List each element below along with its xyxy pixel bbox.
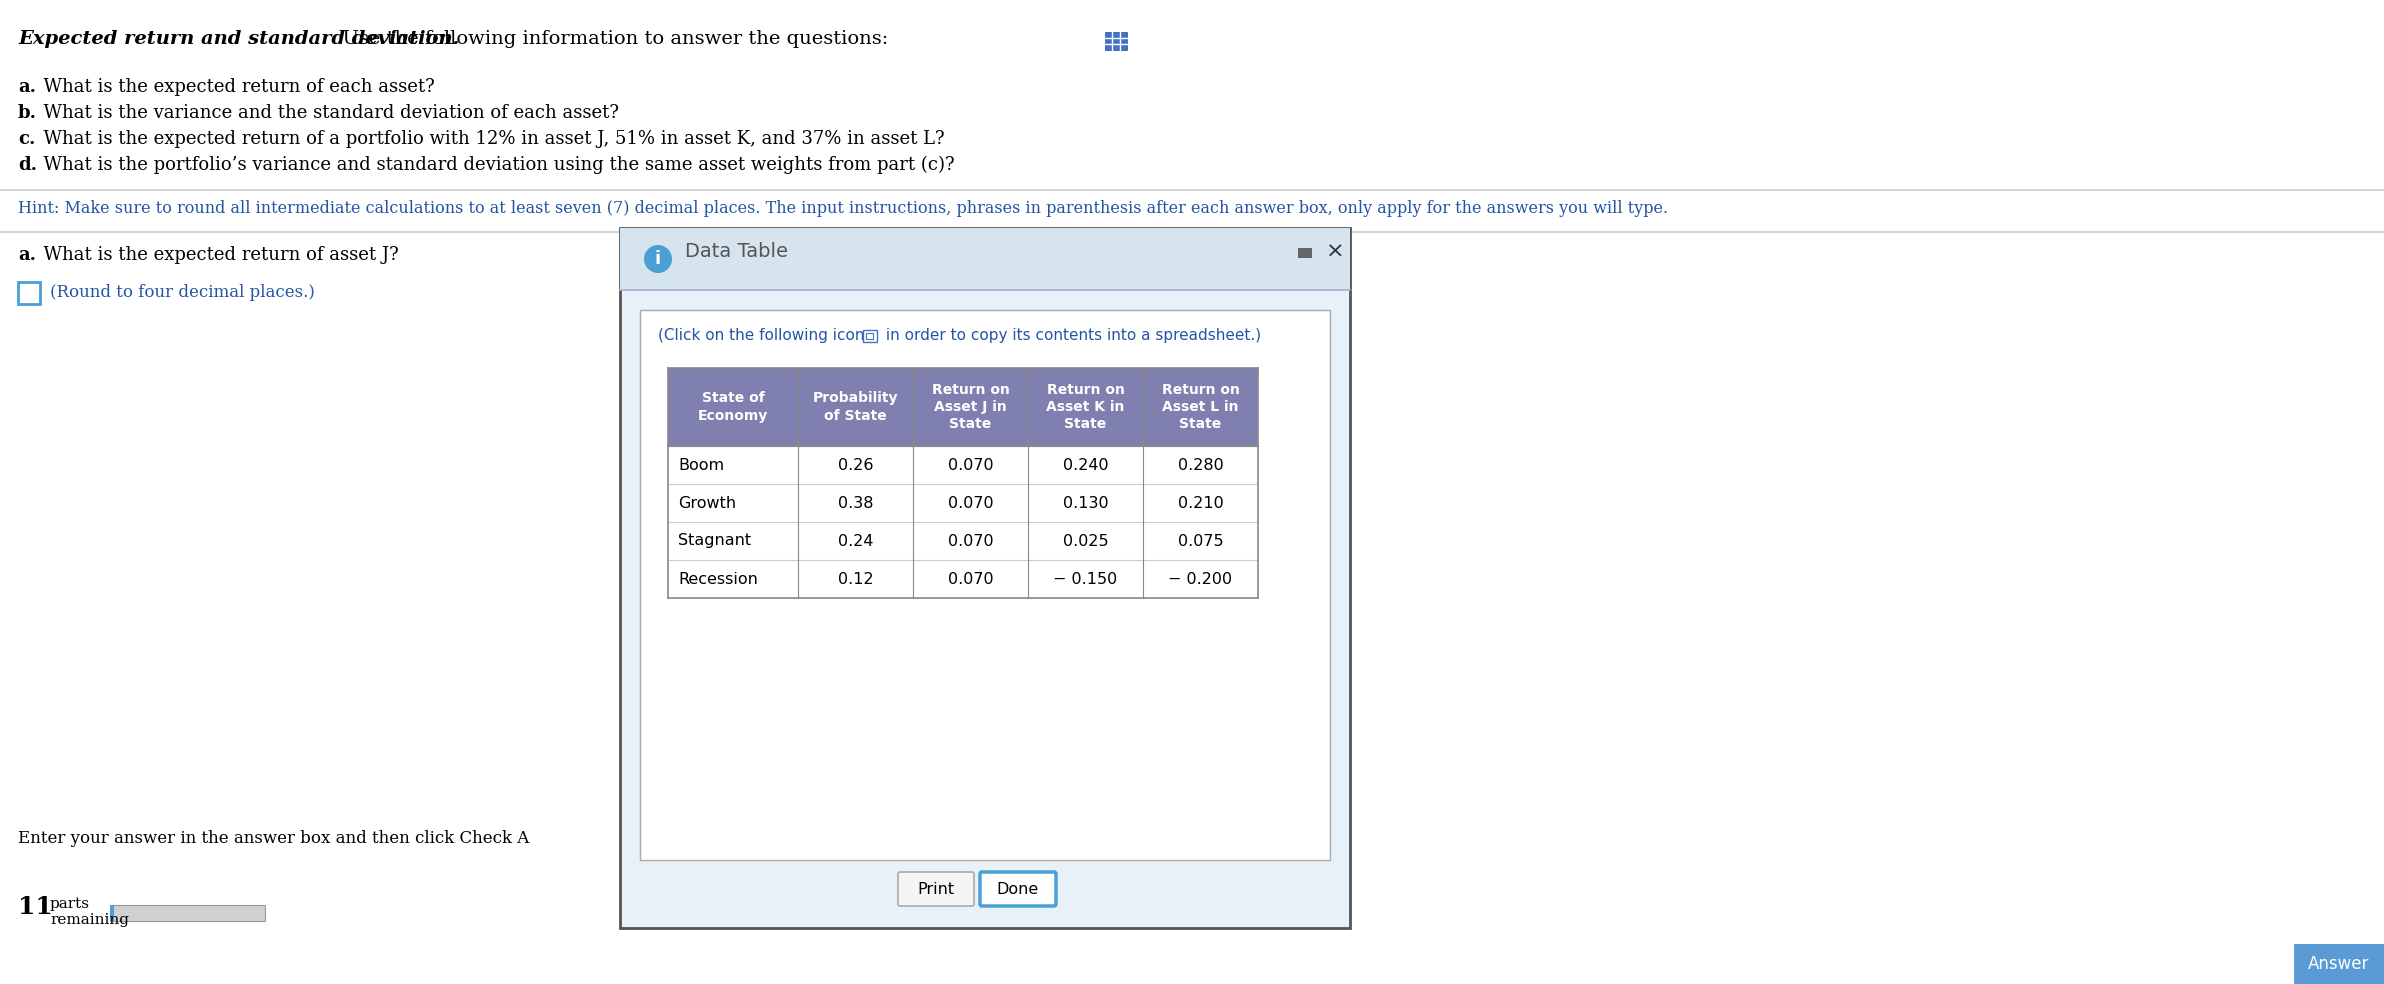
Text: 0.130: 0.130 bbox=[1063, 496, 1109, 511]
Text: Print: Print bbox=[918, 882, 954, 896]
Bar bbox=[639, 310, 1330, 860]
Text: What is the expected return of asset J?: What is the expected return of asset J? bbox=[31, 246, 398, 264]
Text: 0.070: 0.070 bbox=[949, 458, 994, 472]
Text: Growth: Growth bbox=[677, 496, 737, 511]
Text: What is the expected return of a portfolio with 12% in asset J, 51% in asset K, : What is the expected return of a portfol… bbox=[31, 130, 944, 148]
Bar bbox=[865, 333, 873, 339]
Text: 0.38: 0.38 bbox=[837, 496, 873, 511]
Text: 0.070: 0.070 bbox=[949, 533, 994, 548]
Bar bbox=[668, 368, 1259, 446]
Text: 0.210: 0.210 bbox=[1178, 496, 1223, 511]
Text: Answer: Answer bbox=[2308, 955, 2370, 973]
Text: (Click on the following icon: (Click on the following icon bbox=[658, 328, 865, 343]
Text: 0.12: 0.12 bbox=[837, 572, 873, 586]
Text: Return on
Asset L in
State: Return on Asset L in State bbox=[1161, 383, 1240, 431]
Bar bbox=[668, 484, 1259, 522]
Bar bbox=[668, 446, 1259, 484]
Bar bbox=[19, 282, 41, 304]
Text: State of
Economy: State of Economy bbox=[699, 392, 768, 423]
Text: − 0.200: − 0.200 bbox=[1168, 572, 1233, 586]
Text: 0.240: 0.240 bbox=[1063, 458, 1109, 472]
Text: What is the variance and the standard deviation of each asset?: What is the variance and the standard de… bbox=[31, 104, 620, 122]
Text: in order to copy its contents into a spreadsheet.): in order to copy its contents into a spr… bbox=[882, 328, 1261, 343]
Text: Done: Done bbox=[997, 882, 1039, 896]
Text: 0.26: 0.26 bbox=[837, 458, 873, 472]
Text: (Round to four decimal places.): (Round to four decimal places.) bbox=[50, 284, 315, 301]
Bar bbox=[1297, 248, 1311, 258]
Text: a.: a. bbox=[19, 78, 36, 96]
Text: Use the following information to answer the questions:: Use the following information to answer … bbox=[329, 30, 889, 48]
Text: 0.24: 0.24 bbox=[837, 533, 873, 548]
Text: What is the expected return of each asset?: What is the expected return of each asse… bbox=[31, 78, 434, 96]
Text: 0.070: 0.070 bbox=[949, 572, 994, 586]
Text: ×: × bbox=[1326, 242, 1345, 262]
Text: Boom: Boom bbox=[677, 458, 725, 472]
Text: What is the portfolio’s variance and standard deviation using the same asset wei: What is the portfolio’s variance and sta… bbox=[31, 156, 954, 174]
Text: Recession: Recession bbox=[677, 572, 758, 586]
Text: 0.280: 0.280 bbox=[1178, 458, 1223, 472]
Bar bbox=[668, 560, 1259, 598]
Bar bbox=[2293, 944, 2384, 984]
Text: Probability
of State: Probability of State bbox=[813, 392, 899, 423]
Bar bbox=[110, 905, 114, 921]
Text: c.: c. bbox=[19, 130, 36, 148]
Bar bbox=[863, 330, 877, 342]
Text: Expected return and standard deviation.: Expected return and standard deviation. bbox=[19, 30, 460, 48]
Text: − 0.150: − 0.150 bbox=[1054, 572, 1118, 586]
Text: Hint: Make sure to round all intermediate calculations to at least seven (7) dec: Hint: Make sure to round all intermediat… bbox=[19, 200, 1669, 217]
Text: 11: 11 bbox=[19, 895, 52, 919]
Bar bbox=[620, 228, 1349, 928]
Bar bbox=[620, 228, 1349, 290]
Circle shape bbox=[644, 245, 672, 273]
Text: remaining: remaining bbox=[50, 913, 129, 927]
Text: Return on
Asset K in
State: Return on Asset K in State bbox=[1047, 383, 1125, 431]
Text: Data Table: Data Table bbox=[684, 242, 789, 261]
Text: 0.070: 0.070 bbox=[949, 496, 994, 511]
Text: Stagnant: Stagnant bbox=[677, 533, 751, 548]
FancyBboxPatch shape bbox=[899, 872, 975, 906]
Text: parts: parts bbox=[50, 897, 91, 911]
Text: Return on
Asset J in
State: Return on Asset J in State bbox=[932, 383, 1008, 431]
Text: 0.025: 0.025 bbox=[1063, 533, 1109, 548]
Text: d.: d. bbox=[19, 156, 38, 174]
FancyBboxPatch shape bbox=[980, 872, 1056, 906]
Text: b.: b. bbox=[19, 104, 38, 122]
Text: Enter your answer in the answer box and then click Check A: Enter your answer in the answer box and … bbox=[19, 830, 529, 847]
Bar bbox=[668, 522, 1259, 560]
Text: 0.075: 0.075 bbox=[1178, 533, 1223, 548]
Text: i: i bbox=[656, 250, 660, 268]
Bar bbox=[1106, 32, 1128, 50]
Bar bbox=[110, 905, 265, 921]
Text: a.: a. bbox=[19, 246, 36, 264]
